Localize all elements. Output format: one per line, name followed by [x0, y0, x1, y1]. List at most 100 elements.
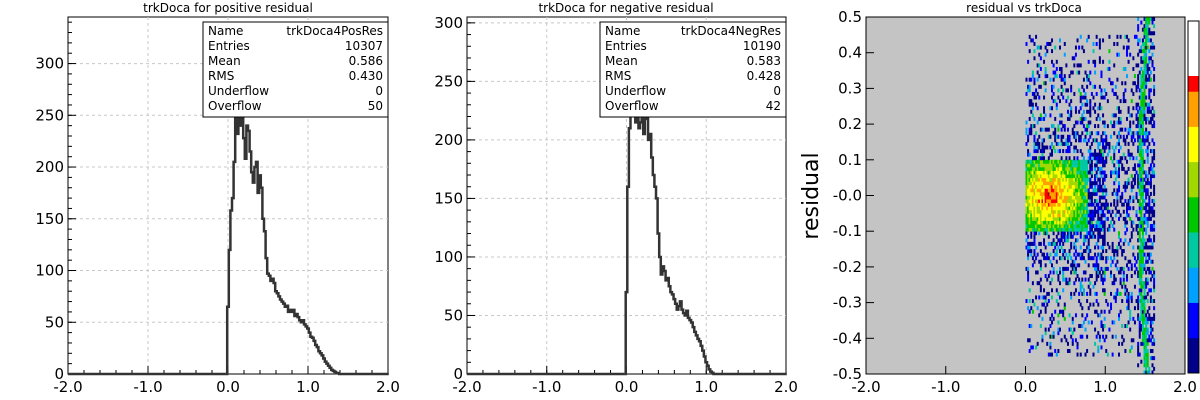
heatmap-cell	[1086, 77, 1089, 82]
heatmap-cell	[1063, 141, 1066, 146]
heatmap-cell	[1151, 41, 1154, 46]
heatmap-cell	[1082, 163, 1085, 168]
heatmap-cell	[1084, 177, 1087, 182]
heatmap-cell	[1127, 177, 1130, 182]
heatmap-cell	[1153, 209, 1156, 214]
heatmap-cell	[1133, 256, 1136, 261]
heatmap-cell	[1137, 77, 1140, 82]
heatmap-cell	[1046, 145, 1049, 150]
heatmap-cell	[1036, 163, 1039, 168]
heatmap-cell	[1066, 127, 1069, 132]
heatmap-cell	[1057, 238, 1060, 243]
heatmap-cell	[1145, 324, 1148, 328]
heatmap-cell	[1054, 149, 1057, 154]
heatmap-cell	[1027, 184, 1030, 189]
heatmap-cell	[1122, 281, 1125, 286]
heatmap-cell	[1035, 231, 1038, 236]
heatmap-cell	[1038, 209, 1041, 214]
heatmap-cell	[1140, 95, 1143, 100]
heatmap-cell	[1127, 302, 1130, 307]
heatmap-cell	[1082, 256, 1085, 261]
heatmap-cell	[1054, 213, 1057, 218]
heatmap-cell	[1100, 166, 1103, 171]
heatmap-cell	[1044, 191, 1047, 196]
heatmap-cell	[1138, 174, 1141, 179]
heatmap-cell	[1132, 177, 1135, 182]
heatmap-cell	[1140, 170, 1143, 175]
heatmap-cell	[1149, 216, 1152, 221]
heatmap-cell	[1046, 291, 1049, 296]
heatmap-cell	[1122, 134, 1125, 139]
heatmap-cell	[1058, 213, 1061, 218]
heatmap-cell	[1097, 227, 1100, 232]
heatmap-cell	[1110, 156, 1113, 161]
heatmap-cell	[1137, 295, 1140, 300]
heatmap-cell	[1038, 52, 1041, 57]
heatmap-cell	[1090, 163, 1093, 168]
heatmap-cell	[1062, 88, 1065, 93]
heatmap-cell	[1140, 20, 1143, 25]
heatmap-cell	[1078, 199, 1081, 204]
heatmap-cell	[1094, 156, 1097, 161]
heatmap-cell	[1086, 141, 1089, 146]
heatmap-cell	[1066, 145, 1069, 150]
heatmap-cell	[1089, 202, 1092, 207]
heatmap-cell	[1138, 113, 1141, 118]
heatmap-cell	[1031, 256, 1034, 261]
heatmap-cell	[1041, 227, 1044, 232]
heatmap-cell	[1058, 206, 1061, 211]
heatmap-cell	[1068, 102, 1071, 107]
heatmap-cell	[1057, 177, 1060, 182]
heatmap-cell	[1049, 163, 1052, 168]
heatmap-cell	[1074, 270, 1077, 275]
heatmap-cell	[1076, 70, 1079, 75]
stats-label: Overflow	[605, 99, 659, 113]
heatmap-cell	[1025, 195, 1028, 200]
heatmap-cell	[1141, 320, 1144, 325]
heatmap-cell	[1036, 216, 1039, 221]
heatmap-cell	[1141, 131, 1144, 136]
heatmap-cell	[1153, 277, 1156, 282]
heatmap-cell	[1073, 191, 1076, 196]
heatmap-cell	[1151, 341, 1154, 346]
heatmap-cell	[1097, 231, 1100, 236]
heatmap-cell	[1129, 113, 1132, 118]
heatmap-cell	[1146, 370, 1149, 375]
heatmap-cell	[1129, 295, 1132, 300]
heatmap-cell	[1044, 206, 1047, 211]
heatmap-cell	[1041, 159, 1044, 164]
heatmap-cell	[1087, 220, 1090, 225]
heatmap-cell	[1071, 177, 1074, 182]
heatmap-cell	[1055, 174, 1058, 179]
heatmap-cell	[1073, 224, 1076, 229]
heatmap-cell	[1098, 234, 1101, 239]
heatmap-cell	[1105, 206, 1108, 211]
heatmap-cell	[1097, 177, 1100, 182]
heatmap-cell	[1044, 177, 1047, 182]
heatmap-cell	[1044, 70, 1047, 75]
heatmap-cell	[1127, 149, 1130, 154]
heatmap-cell	[1044, 227, 1047, 232]
heatmap-cell	[1068, 145, 1071, 150]
heatmap-cell	[1051, 174, 1054, 179]
heatmap-cell	[1116, 106, 1119, 111]
heatmap-cell	[1098, 220, 1101, 225]
heatmap-cell	[1065, 281, 1068, 286]
heatmap-cell	[1030, 252, 1033, 257]
heatmap-cell	[1130, 231, 1133, 236]
heatmap-cell	[1102, 177, 1105, 182]
heatmap-cell	[1089, 191, 1092, 196]
heatmap-cell	[1057, 277, 1060, 282]
heatmap-cell	[1102, 181, 1105, 186]
heatmap-cell	[1084, 95, 1087, 100]
heatmap-cell	[1055, 177, 1058, 182]
y-tick-label: 0.3	[838, 79, 862, 97]
heatmap-cell	[1105, 138, 1108, 143]
heatmap-cell	[1141, 199, 1144, 204]
heatmap-cell	[1028, 174, 1031, 179]
heatmap-cell	[1143, 159, 1146, 164]
heatmap-cell	[1140, 191, 1143, 196]
heatmap-cell	[1074, 184, 1077, 189]
heatmap-cell	[1138, 288, 1141, 293]
heatmap-cell	[1137, 102, 1140, 107]
